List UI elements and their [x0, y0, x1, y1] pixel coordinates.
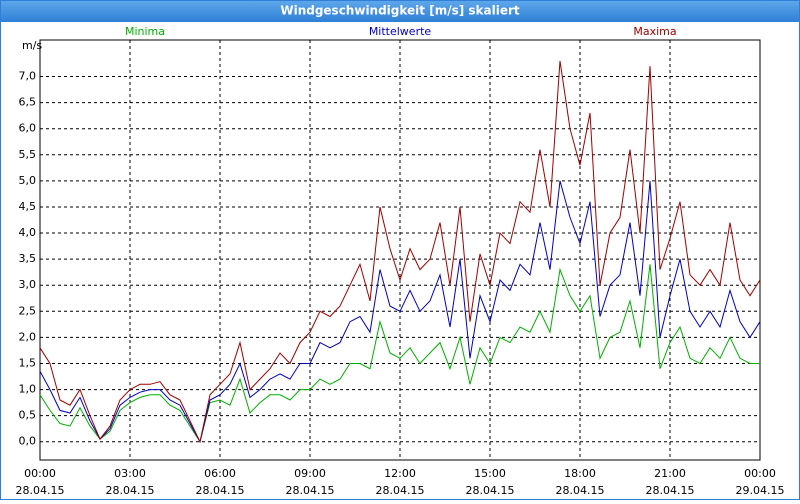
y-tick-label: 5,0	[19, 174, 37, 187]
title-bar	[0, 0, 800, 22]
x-tick-label: 03:00	[114, 467, 146, 480]
x-tick-label: 28.04.15	[466, 484, 515, 497]
series-line	[39, 180, 761, 444]
legend-label: Maxima	[633, 25, 676, 38]
chart-title: Windgeschwindigkeit [m/s] skaliert	[280, 4, 520, 18]
x-tick-label: 28.04.15	[286, 484, 335, 497]
x-tick-label: 21:00	[654, 467, 686, 480]
x-tick-label: 12:00	[384, 467, 416, 480]
y-tick-label: 2,0	[19, 330, 37, 343]
plot: 0,0 0,5 1,0 1,5 2,0 2,5 3,0 3,5 4,0 4,5 5,0 5,5 6,0 6…	[16, 25, 785, 497]
y-tick-label: 1,0	[19, 383, 37, 396]
y-axis-label: m/s	[22, 39, 42, 52]
x-tick-label: 28.04.15	[556, 484, 605, 497]
x-tick-label: 28.04.15	[646, 484, 695, 497]
y-tick-label: 4,0	[19, 226, 37, 239]
legend-label: Mittelwerte	[369, 25, 432, 38]
y-tick-label: 5,5	[19, 148, 37, 161]
x-tick-label: 09:00	[294, 467, 326, 480]
series-line	[39, 264, 760, 443]
x-tick-label: 18:00	[564, 467, 596, 480]
x-tick-label: 00:00	[744, 467, 776, 480]
series-line	[39, 60, 761, 444]
y-tick-label: 0,0	[19, 435, 37, 448]
y-tick-label: 3,5	[19, 252, 37, 265]
y-tick-label: 6,5	[19, 96, 37, 109]
x-tick-label: 29.04.15	[736, 484, 785, 497]
y-tick-label: 2,5	[19, 304, 37, 317]
x-tick-label: 28.04.15	[376, 484, 425, 497]
x-tick-label: 00:00	[24, 467, 56, 480]
y-tick-label: 4,5	[19, 200, 37, 213]
y-tick-label: 3,0	[19, 278, 37, 291]
x-tick-label: 28.04.15	[196, 484, 245, 497]
y-tick-label: 7,0	[19, 70, 37, 83]
y-tick-label: 6,0	[19, 122, 37, 135]
x-tick-label: 06:00	[204, 467, 236, 480]
plot-frame	[39, 39, 761, 461]
x-tick-label: 28.04.15	[106, 484, 155, 497]
x-tick-label: 15:00	[474, 467, 506, 480]
x-tick-label: 28.04.15	[16, 484, 65, 497]
y-tick-label: 0,5	[19, 409, 37, 422]
y-tick-label: 1,5	[19, 356, 37, 369]
legend-label: Minima	[125, 25, 165, 38]
